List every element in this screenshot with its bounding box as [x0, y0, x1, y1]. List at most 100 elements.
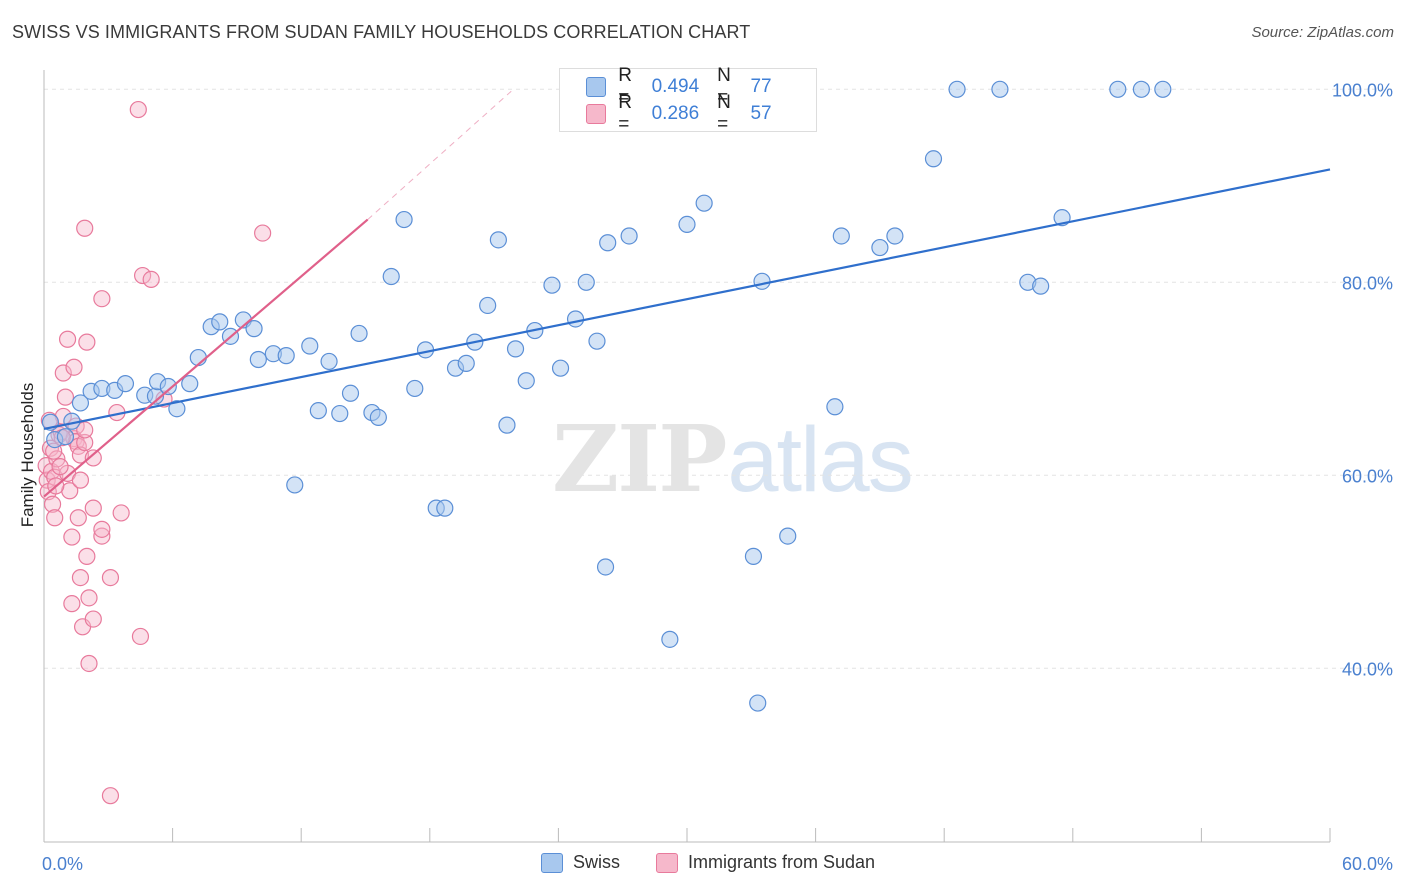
- swiss-point: [517, 372, 535, 390]
- swiss-point: [341, 384, 360, 402]
- swiss-point: [551, 359, 570, 377]
- sudan-point: [76, 219, 94, 237]
- sudan-point: [76, 433, 94, 452]
- sudan-point: [84, 499, 102, 517]
- swiss-trend-line: [43, 168, 1331, 431]
- sudan-point: [93, 290, 111, 308]
- y-axis-label: Family Households: [18, 382, 37, 528]
- sudan-point: [80, 654, 98, 673]
- swiss-point: [991, 80, 1009, 98]
- swiss-point: [245, 320, 263, 338]
- x-tick-label: 0.0%: [42, 854, 83, 874]
- swiss-point: [249, 350, 267, 369]
- swiss-point: [779, 527, 797, 545]
- swiss-point: [1132, 80, 1150, 98]
- sudan-point: [71, 471, 90, 489]
- sudan-point: [43, 495, 62, 513]
- swiss-point: [395, 210, 413, 229]
- swiss-point: [1109, 80, 1127, 98]
- source-label: Source: ZipAtlas.com: [1251, 24, 1394, 41]
- swiss-point: [924, 150, 943, 168]
- swiss-point: [1032, 277, 1050, 295]
- swiss-point: [620, 227, 638, 245]
- swiss-point: [211, 313, 229, 331]
- legend-label-sudan: Immigrants from Sudan: [688, 852, 876, 872]
- sudan-point: [54, 364, 72, 382]
- swiss-point: [382, 267, 400, 286]
- n-value: 77: [750, 76, 772, 97]
- sudan-swatch: [656, 852, 678, 873]
- swiss-point: [498, 416, 516, 434]
- sudan-point: [93, 527, 111, 545]
- swiss-point: [457, 354, 475, 372]
- sudan-trend-extension: [367, 90, 512, 220]
- sudan-point: [51, 458, 69, 476]
- r-value: 0.286: [651, 103, 700, 124]
- sudan-point: [80, 589, 98, 607]
- sudan-point: [78, 333, 96, 351]
- swiss-point: [588, 332, 606, 350]
- sudan-point: [63, 595, 81, 613]
- swiss-swatch: [586, 77, 607, 97]
- sudan-point: [84, 610, 102, 628]
- swiss-point: [871, 238, 889, 257]
- swiss-point: [56, 428, 75, 446]
- y-tick-label: 100.0%: [1332, 80, 1393, 100]
- sudan-point: [56, 388, 75, 406]
- watermark-atlas: atlas: [727, 409, 913, 511]
- swiss-point: [489, 231, 507, 249]
- swiss-point: [566, 310, 585, 328]
- swiss-point: [577, 273, 595, 291]
- swiss-point: [1154, 80, 1172, 98]
- swiss-point: [826, 398, 844, 416]
- swiss-point: [695, 194, 713, 212]
- n-label: N =: [717, 92, 731, 135]
- swiss-point: [543, 276, 561, 294]
- sudan-point: [133, 266, 152, 285]
- sudan-point: [84, 449, 102, 467]
- r-label: R =: [618, 65, 632, 108]
- sudan-point: [65, 358, 83, 376]
- swiss-point: [753, 272, 771, 290]
- legend-item-sudan: Immigrants from Sudan: [656, 852, 875, 873]
- swiss-point: [661, 630, 679, 648]
- swiss-point: [320, 352, 338, 371]
- swiss-point: [678, 215, 696, 233]
- y-tick-label: 80.0%: [1342, 273, 1393, 293]
- n-value: 57: [750, 103, 772, 124]
- swiss-point: [436, 499, 454, 517]
- swiss-point: [832, 227, 850, 245]
- swiss-point: [596, 558, 615, 576]
- r-value: 0.494: [651, 76, 700, 97]
- legend-item-swiss: Swiss: [541, 852, 620, 873]
- n-label: N =: [717, 65, 731, 108]
- sudan-point: [101, 787, 120, 805]
- legend-row-swiss: R = 0.494 N = 77: [586, 65, 816, 108]
- swiss-point: [886, 227, 904, 245]
- watermark: ZIPatlas: [552, 405, 914, 513]
- sudan-point: [93, 520, 111, 538]
- bottom-legend: Swiss Immigrants from Sudan: [0, 852, 1406, 878]
- swiss-point: [116, 375, 135, 393]
- swiss-point: [168, 400, 186, 418]
- watermark-zip: ZIP: [552, 405, 727, 513]
- swiss-point: [948, 80, 966, 98]
- swiss-point: [350, 324, 368, 343]
- sudan-point: [254, 224, 272, 242]
- sudan-point: [63, 528, 81, 546]
- sudan-point: [78, 547, 96, 565]
- sudan-point: [131, 627, 150, 646]
- sudan-point: [76, 421, 94, 439]
- swiss-point: [506, 340, 525, 358]
- swiss-point: [181, 375, 199, 393]
- sudan-swatch: [586, 104, 607, 124]
- swiss-point: [71, 394, 90, 412]
- swiss-point: [277, 347, 295, 365]
- swiss-swatch: [541, 852, 563, 873]
- y-tick-label: 60.0%: [1342, 466, 1393, 486]
- sudan-point: [46, 468, 64, 486]
- chart-title: SWISS VS IMMIGRANTS FROM SUDAN FAMILY HO…: [12, 22, 751, 42]
- legend-label-swiss: Swiss: [573, 852, 621, 872]
- sudan-point: [129, 100, 147, 119]
